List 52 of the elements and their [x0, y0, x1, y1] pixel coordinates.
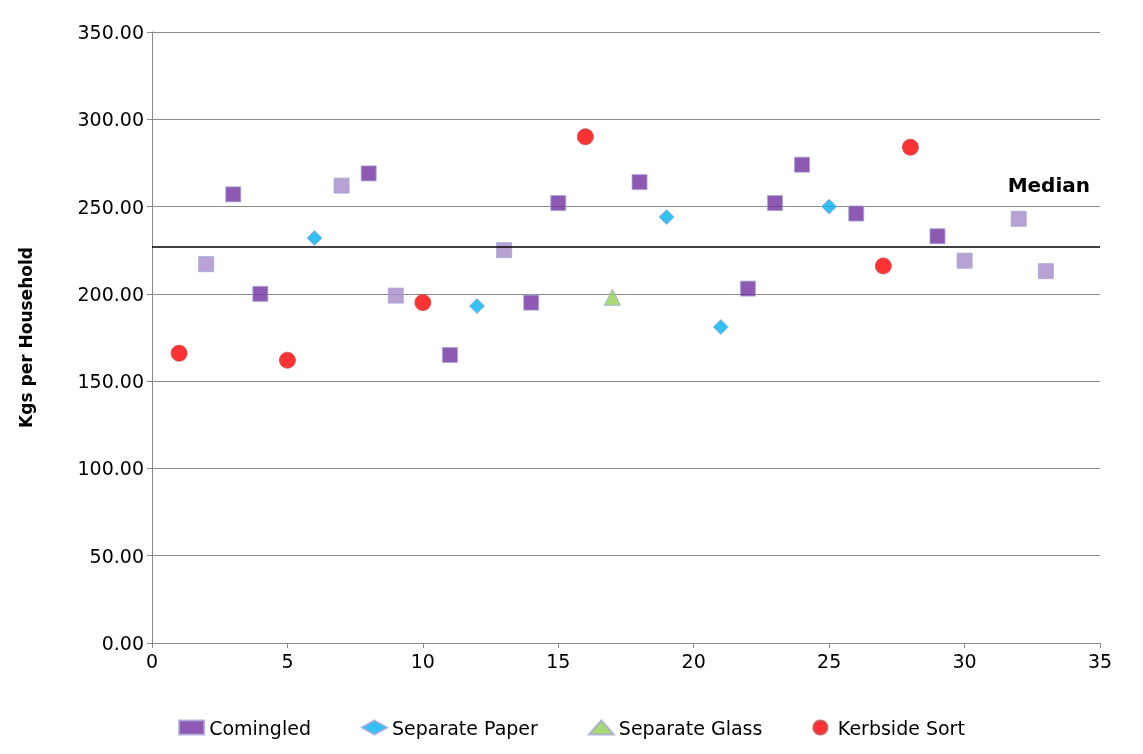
point — [631, 174, 648, 191]
point — [550, 195, 567, 212]
legend-label: Kerbside Sort — [837, 716, 965, 739]
point — [441, 346, 458, 363]
point — [603, 288, 621, 306]
point — [576, 128, 594, 146]
x-tick-label: 25 — [817, 649, 842, 672]
x-tick-label: 0 — [145, 649, 159, 672]
x-tick-label: 35 — [1087, 649, 1113, 672]
point — [929, 228, 946, 245]
y-tick-label: 150.00 — [77, 370, 144, 393]
point — [414, 294, 432, 312]
point — [306, 229, 323, 246]
legend-label: Separate Paper — [391, 716, 539, 739]
point — [360, 165, 377, 182]
point — [333, 177, 350, 194]
y-tick-label: 250.00 — [77, 195, 144, 218]
y-axis-title: Kgs per Household — [15, 247, 36, 428]
y-tick-label: 100.00 — [77, 457, 144, 480]
point — [278, 351, 296, 369]
point — [712, 319, 729, 336]
legend-label: Separate Glass — [618, 716, 763, 739]
y-tick-label: 300.00 — [77, 108, 144, 131]
y-tick-label: 200.00 — [77, 282, 144, 305]
point — [225, 186, 242, 203]
point — [170, 344, 188, 362]
point — [848, 205, 865, 222]
point — [1010, 210, 1027, 227]
point — [766, 195, 783, 212]
y-tick-label: 50.00 — [89, 544, 144, 567]
x-tick-label: 5 — [281, 649, 294, 672]
point — [469, 298, 486, 315]
ref-line-label: Median — [1007, 172, 1090, 197]
x-tick-label: 15 — [546, 649, 571, 672]
point — [658, 209, 675, 226]
point — [523, 294, 540, 311]
x-tick-label: 30 — [952, 649, 977, 672]
point — [387, 287, 404, 304]
point — [252, 285, 269, 302]
point — [874, 257, 892, 275]
point — [956, 252, 973, 269]
point — [198, 256, 215, 273]
point — [739, 280, 756, 297]
legend-label: Comingled — [209, 716, 311, 739]
point — [821, 198, 838, 215]
x-tick-label: 20 — [681, 649, 706, 672]
y-tick-label: 350.00 — [77, 21, 144, 43]
point — [794, 156, 811, 173]
y-tick-label: 0.00 — [101, 632, 144, 654]
x-tick-label: 10 — [410, 649, 435, 672]
point — [901, 138, 919, 156]
point — [1037, 263, 1054, 280]
